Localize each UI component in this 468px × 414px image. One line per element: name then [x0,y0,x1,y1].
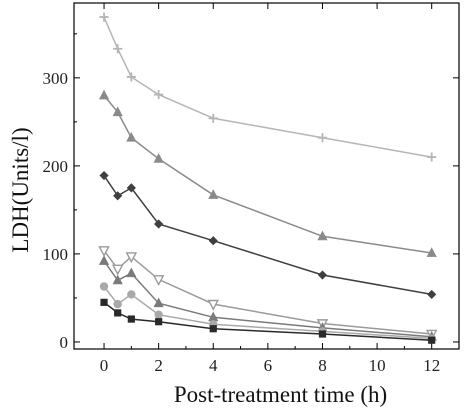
data-point [209,325,217,333]
data-point [208,189,219,199]
series-group [98,12,438,344]
data-point [111,264,124,276]
series-3 [99,170,437,300]
series-7 [100,298,436,344]
x-tick-label: 12 [423,356,440,375]
x-tick-label: 0 [100,356,109,375]
data-point [126,183,136,193]
data-point [112,274,123,285]
data-point [426,247,437,257]
data-point [207,299,220,311]
data-point [153,153,164,163]
data-point [99,282,109,291]
data-point [428,336,436,344]
data-point [318,330,327,338]
plot-border [73,2,460,350]
data-point [113,44,123,54]
data-point [113,191,123,201]
x-tick-label: 4 [209,356,218,375]
data-point [99,170,109,181]
series-1 [99,12,437,162]
data-point [208,113,218,123]
data-point [126,72,136,82]
data-point [427,152,437,162]
data-point [114,309,122,317]
data-point [152,275,165,287]
data-point [99,12,109,22]
data-point [153,297,164,308]
x-axis: 0 2 4 6 8 10 12 [100,3,440,375]
series-line [103,16,432,158]
data-point [113,299,122,309]
data-point [154,89,164,100]
data-point [126,131,137,142]
data-point [127,290,136,299]
data-point [317,270,328,280]
y-axis-title: LDH(Units/l) [8,127,33,252]
series-line [103,260,432,338]
data-point [98,246,110,257]
x-tick-label: 8 [318,356,327,375]
series-line [103,94,432,254]
data-point [112,106,123,117]
series-2 [98,89,437,257]
data-point [100,298,108,306]
data-point [125,252,138,264]
y-tick-label: 300 [43,69,69,88]
x-tick-label: 10 [369,356,386,375]
x-tick-label: 6 [264,356,273,375]
data-point [127,315,135,323]
data-point [154,310,163,319]
x-axis-title: Post-treatment time (h) [174,382,387,407]
data-point [317,133,328,143]
x-tick-label: 2 [154,356,163,375]
y-tick-label: 200 [43,157,69,176]
y-tick-label: 100 [43,245,69,264]
data-point [98,89,110,100]
data-point [154,219,164,229]
data-point [155,318,163,326]
data-point [208,236,218,246]
plot-frame [73,2,460,350]
data-point [98,255,110,265]
data-point [427,289,437,300]
y-tick-label: 0 [60,333,69,352]
data-point [126,267,137,278]
series-line [103,175,432,296]
data-point [317,230,328,241]
y-axis: 0 100 200 300 [43,33,459,352]
series-line [103,286,432,340]
